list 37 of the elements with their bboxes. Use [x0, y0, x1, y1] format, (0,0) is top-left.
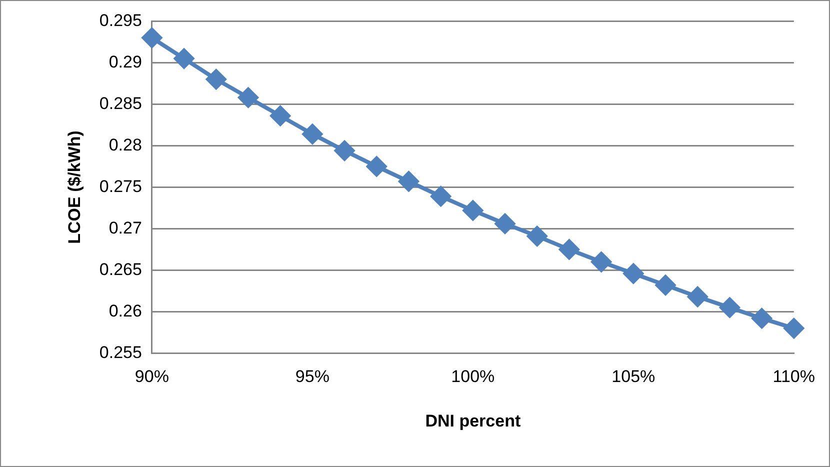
- x-tick-label: 110%: [772, 367, 815, 386]
- point: [720, 298, 740, 318]
- point: [527, 226, 548, 246]
- y-tick-label: 0.27: [108, 218, 142, 238]
- y-tick-label: 0.285: [99, 94, 142, 113]
- point: [591, 252, 612, 272]
- y-tick-label: 0.26: [108, 301, 142, 320]
- point: [398, 171, 419, 192]
- point: [238, 88, 258, 108]
- x-tick-label: 90%: [134, 367, 169, 386]
- x-tick-label: 105%: [612, 367, 656, 386]
- y-tick-label: 0.295: [99, 10, 142, 30]
- point: [784, 318, 804, 338]
- y-tick-label: 0.275: [99, 176, 142, 196]
- x-axis-title: DNI percent: [425, 411, 521, 430]
- y-tick-label: 0.265: [99, 260, 142, 279]
- y-axis-title: LCOE ($/kWh): [64, 130, 84, 244]
- point: [430, 186, 451, 206]
- x-tick-label: 100%: [451, 367, 495, 386]
- point: [752, 308, 772, 328]
- point: [495, 214, 516, 234]
- point: [174, 48, 194, 69]
- point: [623, 264, 644, 284]
- y-tick-label: 0.255: [99, 342, 142, 362]
- y-tick-label: 0.29: [108, 52, 142, 72]
- point: [142, 28, 162, 48]
- point: [334, 140, 355, 161]
- point: [366, 156, 387, 176]
- point: [559, 239, 580, 260]
- x-tick-label: 95%: [295, 367, 330, 386]
- point: [688, 286, 708, 307]
- point: [656, 275, 676, 296]
- point: [302, 124, 322, 144]
- point: [206, 69, 226, 90]
- point: [462, 200, 483, 220]
- y-tick-label: 0.28: [108, 135, 142, 154]
- point: [270, 106, 290, 126]
